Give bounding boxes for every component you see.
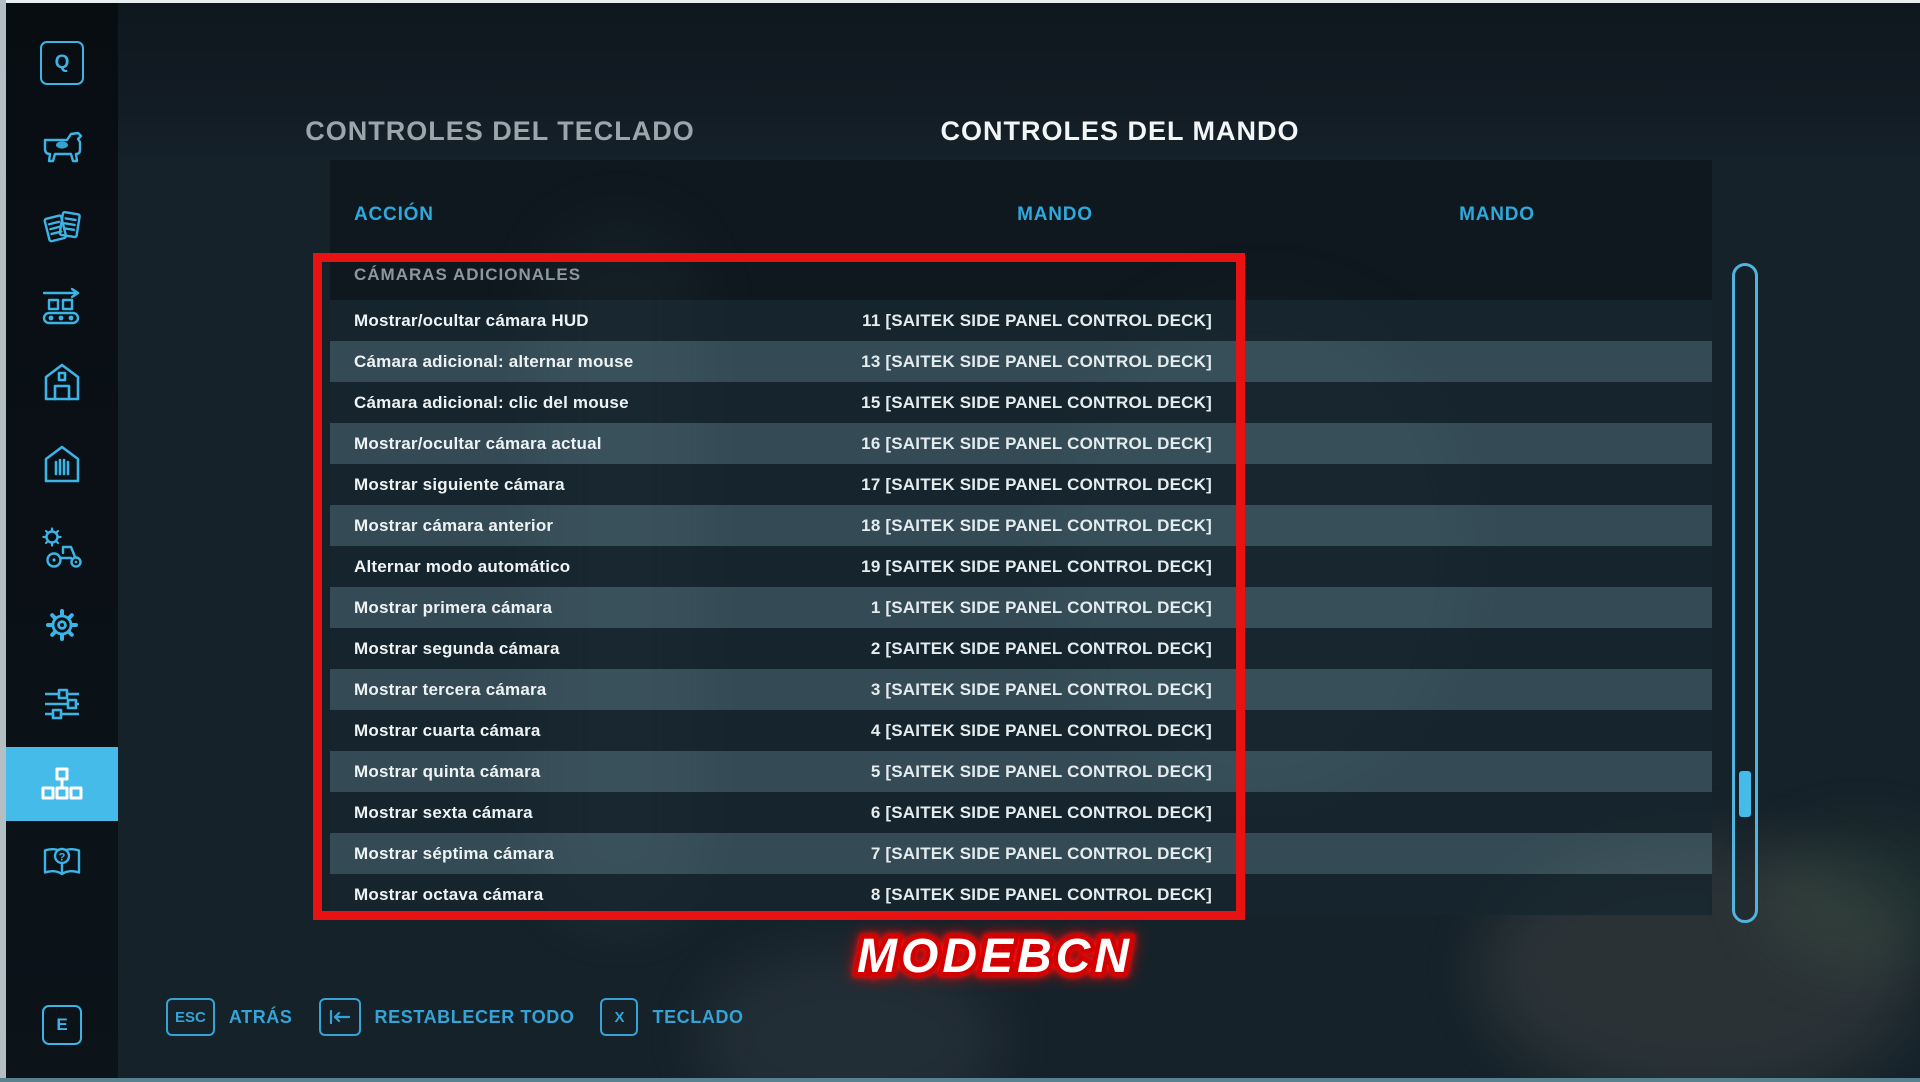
table-row[interactable]: Mostrar séptima cámara 7 [SAITEK SIDE PA… [330,833,1712,874]
svg-text:?: ? [59,852,66,864]
backspace-arrow-icon [329,1009,350,1025]
action-cell: Mostrar tercera cámara [354,679,547,699]
sidebar-item-settings[interactable] [6,593,118,657]
barn-icon [38,360,86,406]
sidebar-item-help[interactable]: ? [6,831,118,895]
action-cell: Mostrar sexta cámara [354,802,533,822]
table-row[interactable]: Mostrar quinta cámara 5 [SAITEK SIDE PAN… [330,751,1712,792]
help-book-icon: ? [37,840,87,886]
backspace-keycap-icon [318,998,361,1036]
column-header-binding-1: MANDO [1017,204,1093,225]
sidebar-item-animal-pens[interactable] [6,433,118,497]
controls-table: ACCIÓN MANDO MANDO CÁMARAS ADICIONALES M… [330,160,1712,915]
action-cell: Mostrar cámara anterior [354,515,554,535]
footer-bar: ESC ATRÁS RESTABLECER TODO X TECLADO [166,998,744,1036]
e-key-label: E [56,1015,68,1034]
table-row[interactable]: Mostrar cuarta cámara 4 [SAITEK SIDE PAN… [330,710,1712,751]
binding-cell[interactable]: 13 [SAITEK SIDE PANEL CONTROL DECK] [861,351,1212,371]
table-row[interactable]: Mostrar sexta cámara 6 [SAITEK SIDE PANE… [330,792,1712,833]
binding-cell[interactable]: 15 [SAITEK SIDE PANEL CONTROL DECK] [861,392,1212,412]
sidebar-item-garage[interactable] [6,351,118,415]
binding-cell[interactable]: 5 [SAITEK SIDE PANEL CONTROL DECK] [870,761,1212,781]
sidebar-item-vehicle-workshop[interactable] [6,516,118,580]
column-header-action: ACCIÓN [354,204,434,225]
tab-gamepad-controls[interactable]: CONTROLES DEL MANDO [940,116,1300,146]
table-row[interactable]: Cámara adicional: clic del mouse 15 [SAI… [330,382,1712,423]
sidebar-item-action-key[interactable]: E [6,993,118,1057]
esc-keycap-icon: ESC [166,998,215,1036]
sidebar-item-production-chain[interactable] [6,275,118,339]
tractor-gear-icon [37,525,87,571]
table-row[interactable]: Mostrar/ocultar cámara actual 16 [SAITEK… [330,423,1712,464]
action-cell: Mostrar primera cámara [354,597,553,617]
table-row[interactable]: Mostrar octava cámara 8 [SAITEK SIDE PAN… [330,874,1712,915]
sidebar-item-finances[interactable] [6,195,118,259]
column-header-binding-2: MANDO [1459,204,1535,225]
binding-cell[interactable]: 4 [SAITEK SIDE PANEL CONTROL DECK] [870,720,1212,740]
keyboard-view-button[interactable]: X TECLADO [600,998,743,1036]
reset-all-label: RESTABLECER TODO [374,1006,575,1027]
table-row[interactable]: Cámara adicional: alternar mouse 13 [SAI… [330,341,1712,382]
tab-keyboard-controls[interactable]: CONTROLES DEL TECLADO [305,116,695,146]
barn-fence-icon [38,442,86,488]
binding-cell[interactable]: 6 [SAITEK SIDE PANEL CONTROL DECK] [870,802,1212,822]
reset-all-button[interactable]: RESTABLECER TODO [318,998,575,1036]
action-cell: Cámara adicional: clic del mouse [354,392,629,412]
action-cell: Mostrar séptima cámara [354,843,554,863]
sidebar-item-quick-help[interactable]: Q [6,31,118,95]
binding-cell[interactable]: 8 [SAITEK SIDE PANEL CONTROL DECK] [870,884,1212,904]
conveyor-icon [37,285,87,329]
table-row[interactable]: Mostrar segunda cámara 2 [SAITEK SIDE PA… [330,628,1712,669]
keyboard-view-label: TECLADO [652,1006,744,1027]
binding-cell[interactable]: 7 [SAITEK SIDE PANEL CONTROL DECK] [870,843,1212,863]
scrollbar-thumb[interactable] [1739,771,1751,817]
action-cell: Mostrar/ocultar cámara HUD [354,310,589,330]
binding-cell[interactable]: 17 [SAITEK SIDE PANEL CONTROL DECK] [861,474,1212,494]
table-row[interactable]: Alternar modo automático 19 [SAITEK SIDE… [330,546,1712,587]
q-keycap-icon: Q [40,41,84,85]
x-key-label: X [614,1008,625,1026]
action-cell: Mostrar siguiente cámara [354,474,565,494]
q-key-label: Q [54,52,70,73]
action-cell: Mostrar cuarta cámara [354,720,541,740]
cow-icon [36,122,88,166]
sidebar-item-animals[interactable] [6,112,118,176]
table-row[interactable]: Mostrar tercera cámara 3 [SAITEK SIDE PA… [330,669,1712,710]
documents-icon [38,204,86,250]
action-cell: Cámara adicional: alternar mouse [354,351,634,371]
controls-structure-icon [38,762,86,806]
esc-key-label: ESC [175,1008,206,1026]
action-cell: Mostrar segunda cámara [354,638,560,658]
binding-cell[interactable]: 16 [SAITEK SIDE PANEL CONTROL DECK] [861,433,1212,453]
sidebar-item-game-settings[interactable] [6,672,118,736]
table-row[interactable]: Mostrar siguiente cámara 17 [SAITEK SIDE… [330,464,1712,505]
action-cell: Mostrar quinta cámara [354,761,541,781]
binding-cell[interactable]: 11 [SAITEK SIDE PANEL CONTROL DECK] [862,310,1212,330]
table-row[interactable]: Mostrar/ocultar cámara HUD 11 [SAITEK SI… [330,300,1712,341]
sliders-icon [39,682,85,726]
gear-icon [39,602,85,648]
x-keycap-icon: X [600,998,639,1036]
section-header: CÁMARAS ADICIONALES [330,250,1712,300]
e-keycap-icon: E [42,1005,82,1045]
binding-cell[interactable]: 2 [SAITEK SIDE PANEL CONTROL DECK] [870,638,1212,658]
action-cell: Mostrar/ocultar cámara actual [354,433,602,453]
binding-cell[interactable]: 19 [SAITEK SIDE PANEL CONTROL DECK] [861,556,1212,576]
scrollbar-track[interactable] [1732,263,1758,923]
binding-cell[interactable]: 1 [SAITEK SIDE PANEL CONTROL DECK] [870,597,1212,617]
sidebar-item-controls[interactable] [6,747,118,821]
table-header: ACCIÓN MANDO MANDO [330,160,1712,250]
back-button[interactable]: ESC ATRÁS [166,998,293,1036]
action-cell: Mostrar octava cámara [354,884,544,904]
binding-cell[interactable]: 3 [SAITEK SIDE PANEL CONTROL DECK] [870,679,1212,699]
action-cell: Alternar modo automático [354,556,571,576]
back-label: ATRÁS [228,1006,293,1027]
table-row[interactable]: Mostrar cámara anterior 18 [SAITEK SIDE … [330,505,1712,546]
table-row[interactable]: Mostrar primera cámara 1 [SAITEK SIDE PA… [330,587,1712,628]
binding-cell[interactable]: 18 [SAITEK SIDE PANEL CONTROL DECK] [861,515,1212,535]
table-rows: Mostrar/ocultar cámara HUD 11 [SAITEK SI… [330,300,1712,915]
sidebar: Q [6,3,118,1078]
